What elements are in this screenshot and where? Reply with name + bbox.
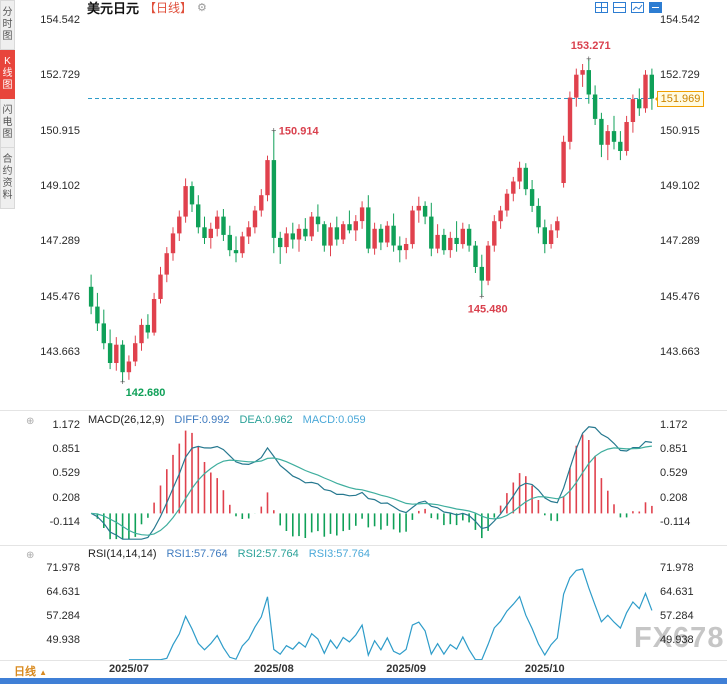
axis-tick-label: 64.631 bbox=[660, 586, 694, 598]
macd-header: MACD(26,12,9) DIFF:0.992 DEA:0.962 MACD:0.… bbox=[88, 413, 366, 427]
rsi-header: RSI(14,14,14) RSI1:57.764 RSI2:57.764 RSI3… bbox=[88, 547, 370, 561]
current-price-tag: 151.969 bbox=[655, 91, 704, 107]
split-layout-icon[interactable] bbox=[613, 2, 626, 13]
chart-type-tab[interactable]: 闪电图 bbox=[0, 99, 15, 148]
axis-tick-label: 57.284 bbox=[46, 610, 80, 622]
indicator-readout: RSI3:57.764 bbox=[308, 548, 370, 560]
axis-tick-label: 64.631 bbox=[46, 586, 80, 598]
svg-text:+: + bbox=[586, 54, 591, 64]
rsi-title: RSI(14,14,14) bbox=[88, 548, 157, 560]
axis-tick-label: 150.915 bbox=[40, 125, 80, 137]
line-chart-layout-icon[interactable] bbox=[631, 2, 644, 13]
period-tag: 【日线】 bbox=[144, 1, 193, 15]
macd-title: MACD(26,12,9) bbox=[88, 414, 165, 426]
current-price-value: 151.969 bbox=[660, 93, 701, 105]
rsi-readouts: RSI1:57.764 RSI2:57.764 RSI3:57.764 bbox=[166, 548, 369, 560]
panel-divider bbox=[0, 545, 727, 546]
panel-divider bbox=[0, 660, 727, 661]
y-axis-left: 154.542 152.729 150.915 149.102 147.289 145.4… bbox=[0, 0, 80, 684]
indicator-readout: DEA:0.962 bbox=[239, 414, 293, 426]
symbol-title: 美元日元 bbox=[87, 1, 140, 16]
watermark: FX678 bbox=[634, 622, 725, 654]
svg-text:142.680: 142.680 bbox=[126, 387, 166, 399]
x-axis-label: 2025/07 bbox=[109, 663, 149, 675]
axis-tick-label: 143.663 bbox=[660, 346, 700, 358]
axis-tick-label: -0.114 bbox=[660, 516, 691, 528]
axis-tick-label: 49.938 bbox=[46, 634, 80, 646]
axis-tick-label: 0.208 bbox=[660, 492, 688, 504]
axis-tick-label: 49.938 bbox=[660, 634, 694, 646]
axis-tick-label: 152.729 bbox=[40, 69, 80, 81]
svg-text:+: + bbox=[271, 126, 276, 136]
axis-tick-label: 0.529 bbox=[660, 467, 688, 479]
chevron-up-icon: ▲ bbox=[39, 668, 47, 677]
chart-scrollbar[interactable] bbox=[0, 678, 727, 684]
x-axis: 2025/07 2025/08 2025/09 2025/10 bbox=[0, 662, 727, 677]
chart-type-tab[interactable]: 分时图 bbox=[0, 0, 15, 50]
candlestick-chart[interactable]: +142.680+ 150.914+145.480+153.271 bbox=[88, 14, 655, 405]
layout-toolbar bbox=[595, 2, 662, 13]
axis-tick-label: 71.978 bbox=[46, 562, 80, 574]
axis-tick-label: 143.663 bbox=[40, 346, 80, 358]
macd-readouts: DIFF:0.992 DEA:0.962 MACD:0.059 bbox=[174, 414, 365, 426]
axis-tick-label: 1.172 bbox=[52, 419, 80, 431]
panel-divider bbox=[0, 410, 727, 411]
axis-tick-label: 150.915 bbox=[660, 125, 700, 137]
settings-gear-icon[interactable]: ⚙ bbox=[197, 1, 207, 14]
axis-tick-label: 0.208 bbox=[52, 492, 80, 504]
axis-tick-label: 149.102 bbox=[660, 180, 700, 192]
period-selector[interactable]: 日线 ▲ bbox=[14, 663, 47, 679]
svg-text:+: + bbox=[120, 377, 125, 387]
svg-text:153.271: 153.271 bbox=[571, 40, 611, 52]
indicator-readout: RSI1:57.764 bbox=[166, 548, 228, 560]
axis-tick-label: 71.978 bbox=[660, 562, 694, 574]
svg-text:+: + bbox=[479, 292, 484, 302]
axis-tick-label: 57.284 bbox=[660, 610, 694, 622]
axis-tick-label: 147.289 bbox=[660, 235, 700, 247]
axis-tick-label: 0.851 bbox=[52, 443, 80, 455]
rsi-settings-icon[interactable]: ⊕ bbox=[26, 550, 35, 561]
axis-tick-label: 145.476 bbox=[660, 291, 700, 303]
rsi-panel[interactable] bbox=[88, 556, 655, 660]
x-axis-label: 2025/09 bbox=[386, 663, 427, 675]
chart-type-tab[interactable]: 合约资料 bbox=[0, 148, 15, 209]
svg-text:150.914: 150.914 bbox=[279, 126, 320, 138]
axis-tick-label: -0.114 bbox=[49, 516, 80, 528]
single-layout-icon[interactable] bbox=[649, 2, 662, 13]
axis-tick-label: 154.542 bbox=[40, 14, 80, 26]
axis-tick-label: 1.172 bbox=[660, 419, 688, 431]
quad-layout-icon[interactable] bbox=[595, 2, 608, 13]
axis-tick-label: 145.476 bbox=[40, 291, 80, 303]
x-axis-label: 2025/08 bbox=[253, 663, 294, 675]
macd-panel[interactable] bbox=[88, 418, 655, 540]
axis-tick-label: 147.289 bbox=[40, 235, 80, 247]
axis-tick-label: 152.729 bbox=[660, 69, 700, 81]
indicator-readout: MACD:0.059 bbox=[302, 414, 366, 426]
axis-tick-label: 154.542 bbox=[660, 14, 700, 26]
indicator-readout: DIFF:0.992 bbox=[174, 414, 230, 426]
axis-tick-label: 0.851 bbox=[660, 443, 688, 455]
chart-header: 美元日元 【日线】 ⚙ bbox=[87, 0, 207, 16]
axis-tick-label: 149.102 bbox=[40, 180, 80, 192]
x-axis-label: 2025/10 bbox=[524, 663, 565, 675]
period-selector-label: 日线 bbox=[14, 666, 36, 678]
macd-settings-icon[interactable]: ⊕ bbox=[26, 416, 35, 427]
svg-text:145.480: 145.480 bbox=[468, 304, 508, 316]
axis-tick-label: 0.529 bbox=[52, 467, 80, 479]
indicator-readout: RSI2:57.764 bbox=[237, 548, 299, 560]
y-axis-right: 154.542 152.729 150.915 149.102 147.289 145.4… bbox=[660, 0, 726, 684]
